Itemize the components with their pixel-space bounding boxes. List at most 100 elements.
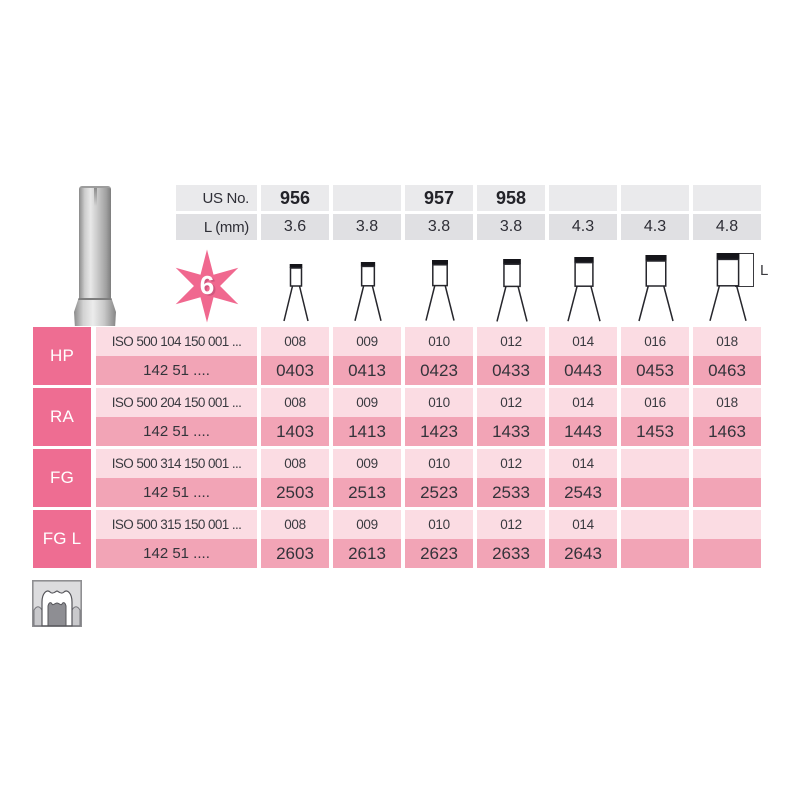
size-cell: 014	[549, 327, 617, 356]
size-cell: 010	[405, 510, 473, 539]
header-table: US No. 956 957 958 L (mm) 3.6 3.8 3.8 3.…	[176, 185, 761, 243]
code-cell: 2503	[261, 478, 329, 507]
size-cell	[621, 449, 689, 478]
size-cell: 014	[549, 510, 617, 539]
fg-size-row: ISO 500 314 150 001 ... 008 009 010 012 …	[96, 449, 761, 478]
code-cell: 2523	[405, 478, 473, 507]
size-cell: 012	[477, 449, 545, 478]
row-label-hp: HP	[33, 327, 91, 385]
l-mm-cell: 4.3	[549, 214, 617, 240]
data-table: HP ISO 500 104 150 001 ... 008 009 010 0…	[33, 327, 761, 571]
tooth-icon	[32, 580, 82, 627]
fgl-size-row: ISO 500 315 150 001 ... 008 009 010 012 …	[96, 510, 761, 539]
bur-icon	[567, 256, 601, 322]
order-prefix: 142 51 ....	[96, 478, 257, 507]
size-cell: 009	[333, 388, 401, 417]
l-mm-cell: 3.8	[405, 214, 473, 240]
code-cell: 2613	[333, 539, 401, 568]
size-cell: 009	[333, 449, 401, 478]
code-cell: 0463	[693, 356, 761, 385]
size-cell: 010	[405, 327, 473, 356]
fg-code-row: 142 51 .... 2503 2513 2523 2533 2543	[96, 478, 761, 507]
fgl-code-row: 142 51 .... 2603 2613 2623 2633 2643	[96, 539, 761, 568]
l-mm-row: L (mm) 3.6 3.8 3.8 3.8 4.3 4.3 4.8	[176, 214, 761, 240]
us-no-cell: 956	[261, 185, 329, 211]
size-cell: 014	[549, 388, 617, 417]
row-label-ra: RA	[33, 388, 91, 446]
icon-strip: 6 6 L	[0, 240, 800, 327]
bur-icon	[354, 262, 382, 322]
us-no-cell	[621, 185, 689, 211]
l-mm-label: L (mm)	[176, 214, 257, 240]
l-mm-cell: 3.6	[261, 214, 329, 240]
table-row-fg: FG ISO 500 314 150 001 ... 008 009 010 0…	[33, 449, 761, 507]
ra-code-row: 142 51 .... 1403 1413 1423 1433 1443 145…	[96, 417, 761, 446]
size-cell: 010	[405, 449, 473, 478]
star-badge-icon: 6 6	[175, 249, 239, 323]
ra-size-row: ISO 500 204 150 001 ... 008 009 010 012 …	[96, 388, 761, 417]
code-cell: 0453	[621, 356, 689, 385]
l-mm-cell: 3.8	[477, 214, 545, 240]
bur-icon	[638, 255, 674, 322]
order-prefix: 142 51 ....	[96, 539, 257, 568]
row-label-fgl: FG L	[33, 510, 91, 568]
star-number-shadow: 6	[202, 272, 217, 302]
row-label-fg: FG	[33, 449, 91, 507]
bur-icon	[496, 258, 528, 322]
size-cell: 012	[477, 388, 545, 417]
star-number: 6	[200, 270, 215, 300]
code-cell: 0413	[333, 356, 401, 385]
bur-icon	[709, 253, 747, 322]
code-cell	[693, 539, 761, 568]
hp-size-row: ISO 500 104 150 001 ... 008 009 010 012 …	[96, 327, 761, 356]
size-cell: 018	[693, 327, 761, 356]
size-cell: 009	[333, 327, 401, 356]
size-cell: 008	[261, 449, 329, 478]
size-cell	[693, 449, 761, 478]
code-cell: 2643	[549, 539, 617, 568]
code-cell: 1453	[621, 417, 689, 446]
code-cell: 1433	[477, 417, 545, 446]
us-no-cell: 957	[405, 185, 473, 211]
us-no-cell	[693, 185, 761, 211]
size-cell: 012	[477, 327, 545, 356]
size-cell	[621, 510, 689, 539]
us-no-cell	[549, 185, 617, 211]
table-row-ra: RA ISO 500 204 150 001 ... 008 009 010 0…	[33, 388, 761, 446]
us-no-row: US No. 956 957 958	[176, 185, 761, 211]
us-no-cell	[333, 185, 401, 211]
code-cell: 2623	[405, 539, 473, 568]
size-cell	[693, 510, 761, 539]
code-cell: 2533	[477, 478, 545, 507]
code-cell: 1413	[333, 417, 401, 446]
code-cell: 2603	[261, 539, 329, 568]
code-cell	[621, 539, 689, 568]
us-no-cell: 958	[477, 185, 545, 211]
size-cell: 012	[477, 510, 545, 539]
size-cell: 010	[405, 388, 473, 417]
iso-number: ISO 500 314 150 001 ...	[96, 449, 257, 478]
l-mm-cell: 4.3	[621, 214, 689, 240]
code-cell: 1443	[549, 417, 617, 446]
l-mm-cell: 4.8	[693, 214, 761, 240]
order-prefix: 142 51 ....	[96, 417, 257, 446]
us-no-label: US No.	[176, 185, 257, 211]
code-cell: 1463	[693, 417, 761, 446]
code-cell: 2513	[333, 478, 401, 507]
iso-number: ISO 500 315 150 001 ...	[96, 510, 257, 539]
length-bracket-label: L	[760, 262, 769, 279]
table-row-hp: HP ISO 500 104 150 001 ... 008 009 010 0…	[33, 327, 761, 385]
length-bracket-icon	[735, 253, 754, 287]
code-cell: 0433	[477, 356, 545, 385]
size-cell: 016	[621, 327, 689, 356]
size-cell: 018	[693, 388, 761, 417]
code-cell	[693, 478, 761, 507]
bur-icon	[425, 260, 455, 322]
bur-cylinder-image	[79, 186, 111, 300]
iso-number: ISO 500 204 150 001 ...	[96, 388, 257, 417]
size-cell: 008	[261, 327, 329, 356]
code-cell: 0423	[405, 356, 473, 385]
l-mm-cell: 3.8	[333, 214, 401, 240]
size-cell: 016	[621, 388, 689, 417]
